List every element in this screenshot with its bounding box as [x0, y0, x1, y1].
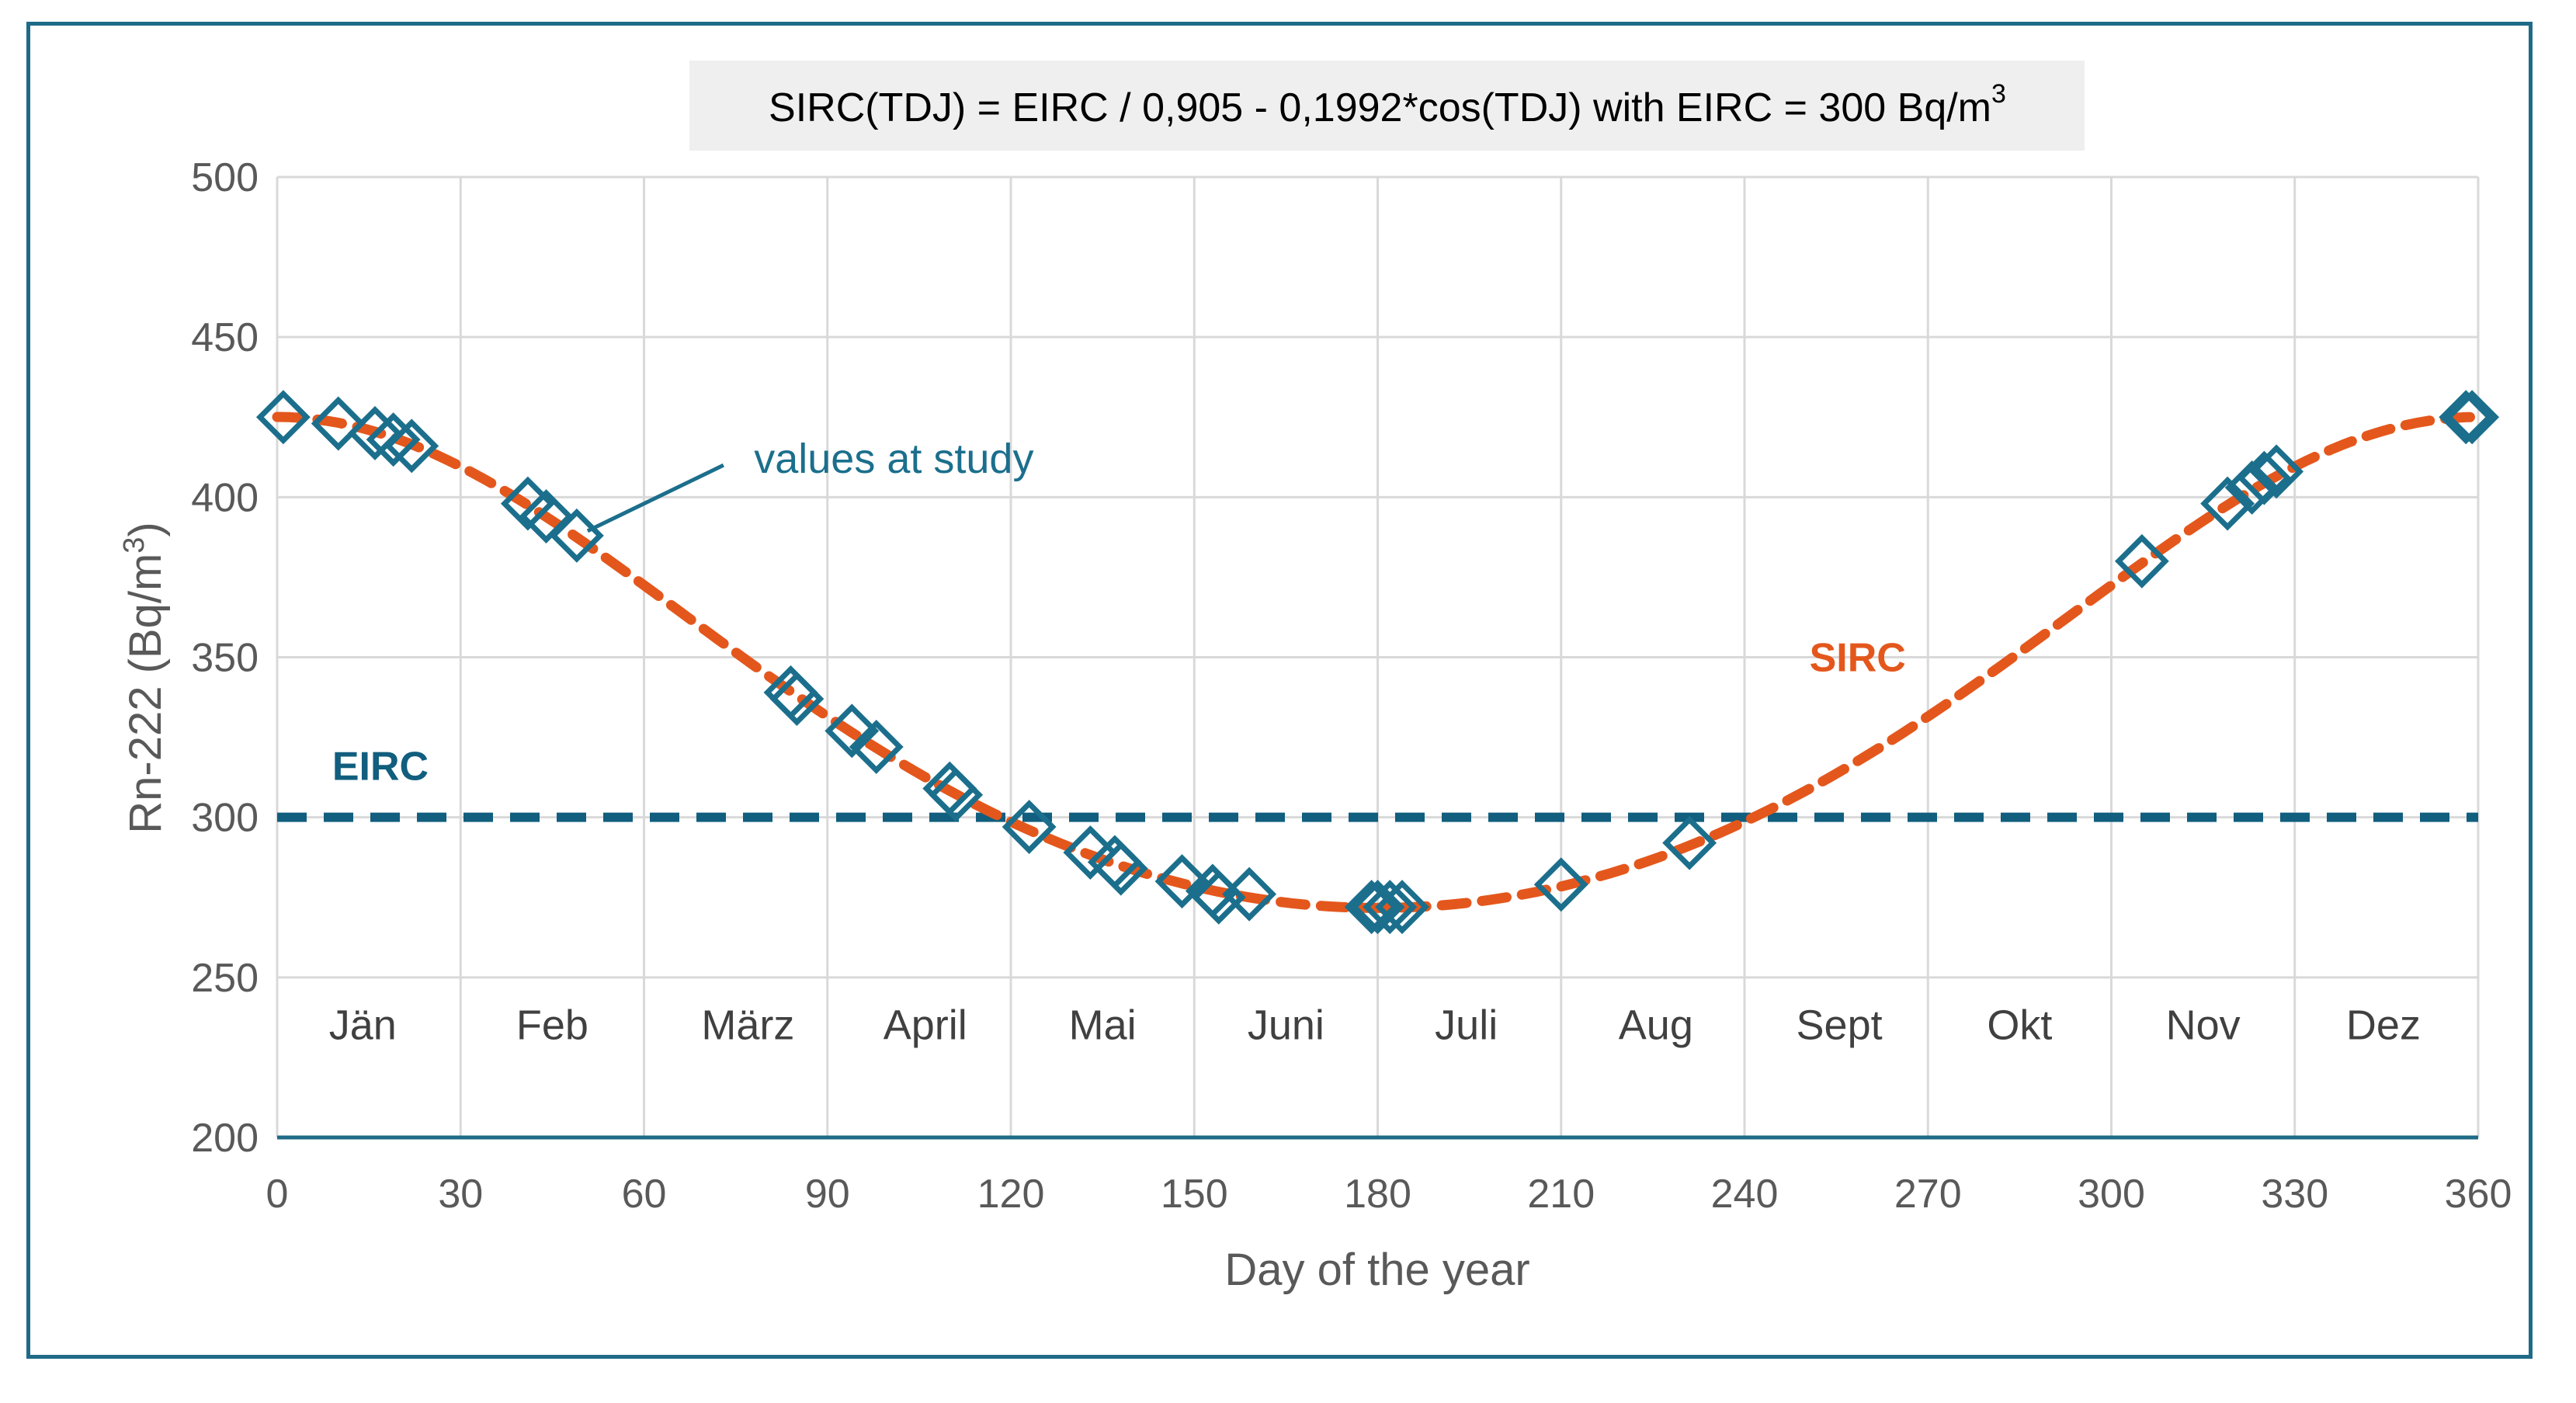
data-point-marker [2114, 533, 2169, 589]
chart-frame: 200 250 300 350 400 450 500 0 30 60 90 120 150 180 210… [26, 22, 2533, 1359]
x-tick-label: 210 [1527, 1172, 1595, 1217]
axis-layer: 200 250 300 350 400 450 500 0 30 60 90 120 150 180 210… [191, 155, 2512, 1217]
data-point-marker [1222, 866, 1277, 922]
data-point-marker [2224, 460, 2279, 515]
x-tick-label: 300 [2078, 1172, 2145, 1217]
data-point-marker [366, 412, 421, 467]
chart-svg: 200 250 300 350 400 450 500 0 30 60 90 120 150 180 210… [118, 61, 2512, 1295]
month-label: Sept [1797, 1002, 1883, 1049]
month-label: Aug [1619, 1002, 1693, 1049]
y-tick-label: 300 [191, 796, 259, 841]
data-point-marker [1662, 815, 1717, 870]
chart-title: SIRC(TDJ) = EIRC / 0,905 - 0,1992*cos(TD… [769, 79, 2006, 130]
data-point-marker [255, 390, 311, 445]
x-tick-label: 0 [266, 1172, 289, 1217]
eirc-label: EIRC [332, 745, 429, 790]
data-point-marker [1375, 880, 1429, 935]
y-tick-label: 250 [191, 956, 259, 1001]
title-layer: SIRC(TDJ) = EIRC / 0,905 - 0,1992*cos(TD… [689, 61, 2085, 151]
grid-layer [276, 175, 2480, 1137]
y-axis-title-superscript: 3 [118, 537, 151, 554]
data-point-marker [348, 405, 402, 460]
data-point-marker [384, 418, 439, 474]
sirc-label: SIRC [1810, 636, 1906, 681]
data-point-marker [929, 767, 984, 822]
x-tick-label: 150 [1161, 1172, 1228, 1217]
data-point-marker [2200, 476, 2255, 531]
data-point-marker [311, 396, 366, 451]
data-point-marker [1154, 854, 1210, 909]
data-point-marker [549, 508, 604, 563]
y-axis-title: Rn-222 (Bq/m3) [118, 522, 171, 834]
month-layer: Jän Feb März April Mai Juni Juli Aug Sept Okt Nov D… [329, 1002, 2421, 1049]
y-tick-label: 200 [191, 1116, 259, 1161]
x-axis-title: Day of the year [1224, 1245, 1529, 1295]
x-tick-label: 360 [2445, 1172, 2512, 1217]
data-point-marker [769, 672, 825, 727]
y-axis-title-main: Rn-222 (Bq/m [120, 554, 171, 834]
data-point-marker [2439, 390, 2494, 445]
month-label: Juni [1248, 1002, 1324, 1049]
month-label: Feb [516, 1002, 588, 1049]
data-point-marker [849, 720, 904, 774]
chart-title-superscript: 3 [1991, 79, 2006, 109]
x-tick-label: 120 [977, 1172, 1045, 1217]
data-point-marker [1363, 880, 1418, 935]
data-point-marker [519, 489, 574, 544]
month-label: Mai [1069, 1002, 1137, 1049]
month-label: Juli [1435, 1002, 1498, 1049]
marker-layer [255, 390, 2500, 935]
y-tick-label: 500 [191, 155, 259, 200]
month-label: April [884, 1002, 967, 1049]
data-point-marker [1533, 857, 1588, 912]
x-tick-label: 60 [622, 1172, 667, 1217]
data-point-marker [1093, 841, 1148, 896]
x-tick-label: 330 [2261, 1172, 2328, 1217]
study-values-label: values at study [754, 436, 1033, 482]
y-tick-label: 400 [191, 475, 259, 520]
data-point-marker [1350, 880, 1405, 935]
x-tick-label: 30 [438, 1172, 483, 1217]
y-axis-title-close: ) [120, 522, 171, 537]
x-tick-label: 270 [1894, 1172, 1962, 1217]
annotation-leader-line [586, 463, 724, 533]
y-tick-label: 450 [191, 315, 259, 360]
data-point-marker [1002, 800, 1057, 854]
y-tick-label: 350 [191, 636, 259, 681]
x-tick-label: 90 [805, 1172, 850, 1217]
chart-title-main: SIRC(TDJ) = EIRC / 0,905 - 0,1992*cos(TD… [769, 85, 1991, 130]
data-point-marker [2445, 390, 2500, 445]
month-label: Jän [329, 1002, 397, 1049]
data-point-marker [2249, 444, 2304, 499]
data-point-marker [2237, 450, 2292, 505]
formula-box [689, 61, 2085, 151]
month-label: Okt [1987, 1002, 2052, 1049]
month-label: März [701, 1002, 794, 1049]
x-tick-label: 180 [1344, 1172, 1411, 1217]
x-tick-label: 240 [1711, 1172, 1779, 1217]
month-label: Nov [2166, 1002, 2241, 1049]
data-point-marker [825, 703, 880, 759]
month-label: Dez [2346, 1002, 2421, 1049]
